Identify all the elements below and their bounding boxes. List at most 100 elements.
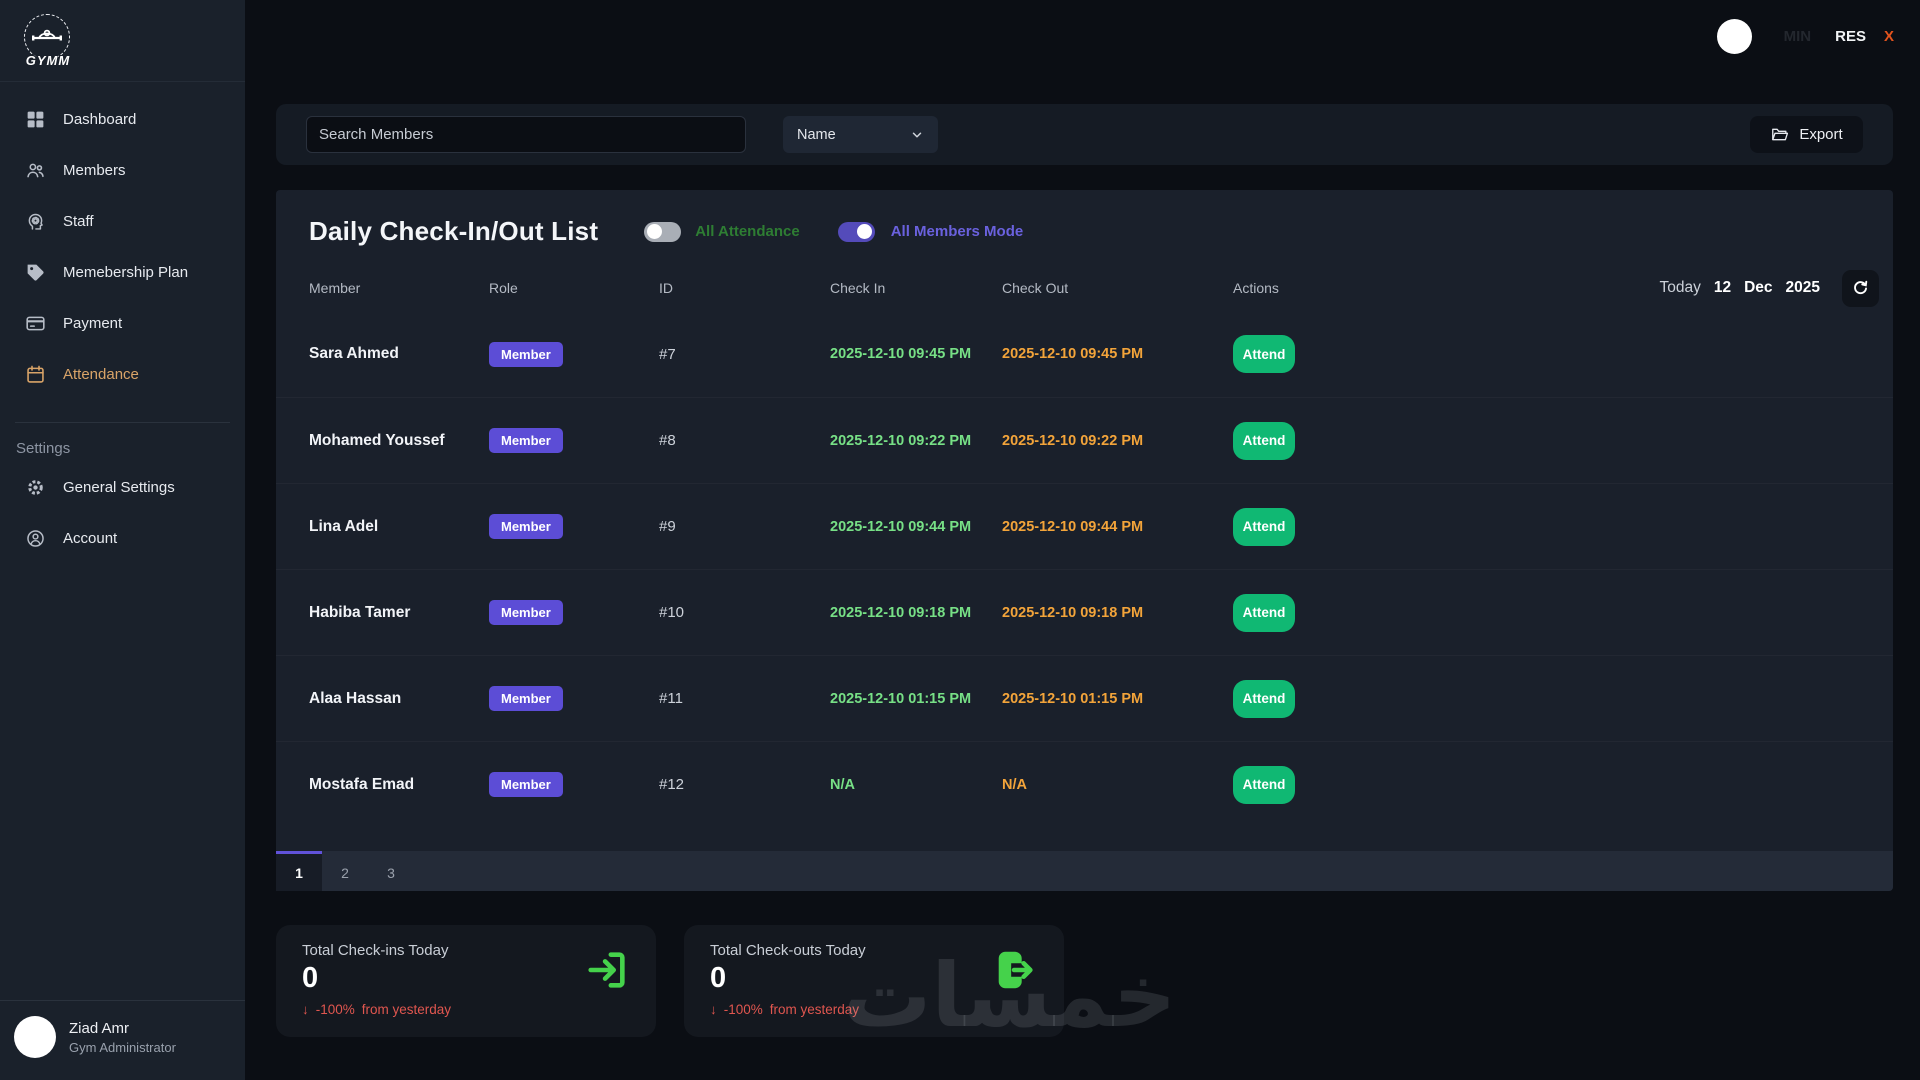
stat-cards: Total Check-ins Today 0 ↓ -100% from yes… xyxy=(276,925,1064,1037)
attendance-panel: Daily Check-In/Out List All Attendance A… xyxy=(276,190,1893,891)
search-input[interactable] xyxy=(306,116,746,153)
sidebar-item-membership-plan[interactable]: Memebership Plan xyxy=(10,250,235,294)
pagination-page-1[interactable]: 1 xyxy=(276,851,322,891)
check-in-time: 2025-12-10 09:45 PM xyxy=(830,346,972,362)
check-in-time: 2025-12-10 09:18 PM xyxy=(830,604,972,621)
attend-button[interactable]: Attend xyxy=(1233,421,1295,460)
role-badge: Member xyxy=(489,772,563,797)
arrow-down-icon: ↓ xyxy=(302,1002,309,1017)
role-badge: Member xyxy=(489,428,563,453)
refresh-icon xyxy=(1854,280,1868,294)
header-right-group: Today 12 Dec 2025 xyxy=(1659,269,1879,307)
member-id: #8 xyxy=(659,432,676,449)
stat-title: Total Check-outs Today xyxy=(710,942,866,959)
account-icon xyxy=(27,529,44,547)
table-header-row: Member Role ID Check In Check Out Action… xyxy=(276,265,1893,311)
stat-delta: ↓ -100% from yesterday xyxy=(302,1002,630,1017)
role-badge: Member xyxy=(489,686,563,711)
toggle-knob xyxy=(647,224,663,239)
member-name: Mostafa Emad xyxy=(309,775,415,793)
watermark: خمسات xyxy=(843,946,1177,1045)
topbar-avatar[interactable] xyxy=(1716,19,1752,54)
sidebar-item-label: Attendance xyxy=(63,365,139,383)
stat-delta: ↓ -100% from yesterday xyxy=(710,1002,1038,1017)
member-name: Habiba Tamer xyxy=(309,603,411,621)
tag-icon xyxy=(27,264,44,281)
column-header-role: Role xyxy=(489,280,518,296)
toggle-knob xyxy=(856,224,872,239)
attend-button[interactable]: Attend xyxy=(1233,335,1295,373)
table-row: Habiba Tamer Member #10 2025-12-10 09:18… xyxy=(276,569,1893,655)
sidebar-item-account[interactable]: Account xyxy=(10,516,235,560)
minimize-button[interactable]: MIN xyxy=(1783,28,1812,45)
check-out-time: N/A xyxy=(1002,776,1027,793)
actions-cell: Attend xyxy=(1233,421,1879,460)
stat-delta-value: -100% xyxy=(315,1002,355,1017)
role-badge: Member xyxy=(489,341,563,367)
sidebar-item-general-settings[interactable]: General Settings xyxy=(10,465,235,509)
pagination-page-3[interactable]: 3 xyxy=(368,851,414,891)
date-today-label: Today xyxy=(1659,279,1701,296)
all-members-mode-toggle[interactable] xyxy=(837,221,875,242)
stat-delta-value: -100% xyxy=(723,1002,763,1017)
sidebar-item-dashboard[interactable]: Dashboard xyxy=(10,97,235,141)
stat-delta-note: from yesterday xyxy=(361,1002,452,1017)
calendar-icon xyxy=(27,365,44,383)
refresh-button[interactable] xyxy=(1842,269,1879,307)
sidebar-item-staff[interactable]: Staff xyxy=(10,199,235,243)
sidebar-divider xyxy=(15,422,230,423)
member-id: #10 xyxy=(659,604,685,621)
chevron-down-icon xyxy=(912,131,922,138)
filter-select[interactable]: Name xyxy=(783,116,938,153)
member-name: Lina Adel xyxy=(309,517,379,535)
stat-value: 0 xyxy=(710,962,727,994)
attend-button[interactable]: Attend xyxy=(1233,765,1295,804)
credit-card-icon xyxy=(26,316,45,330)
table-body: Sara Ahmed Member #7 2025-12-10 09:45 PM… xyxy=(276,311,1893,851)
attend-button[interactable]: Attend xyxy=(1233,593,1295,632)
role-cell: Member xyxy=(489,686,659,711)
sidebar-item-label: Members xyxy=(63,161,126,179)
avatar xyxy=(14,1016,56,1058)
check-in-time: 2025-12-10 01:15 PM xyxy=(830,690,972,707)
export-button[interactable]: Export xyxy=(1750,116,1863,153)
checkins-stat-card: Total Check-ins Today 0 ↓ -100% from yes… xyxy=(276,925,656,1037)
role-cell: Member xyxy=(489,428,659,453)
attend-button[interactable]: Attend xyxy=(1233,679,1295,718)
all-attendance-toggle[interactable] xyxy=(644,221,682,242)
sidebar-item-members[interactable]: Members xyxy=(10,148,235,192)
profile-name: Ziad Amr xyxy=(69,1019,130,1037)
close-button[interactable]: X xyxy=(1883,28,1894,45)
check-in-time: 2025-12-10 09:22 PM xyxy=(830,432,972,449)
sidebar-item-label: Dashboard xyxy=(63,110,137,128)
gymm-logo[interactable]: GYMM xyxy=(20,12,76,70)
check-in-time: N/A xyxy=(830,776,855,793)
sidebar-item-attendance[interactable]: Attendance xyxy=(10,352,235,396)
all-attendance-label: All Attendance xyxy=(695,223,800,240)
member-id: #7 xyxy=(659,345,676,363)
user-profile[interactable]: Ziad Amr Gym Administrator xyxy=(0,1000,245,1080)
search-toolbar: Name Export xyxy=(276,104,1893,165)
attend-button[interactable]: Attend xyxy=(1233,507,1295,546)
folder-icon xyxy=(1772,128,1789,141)
member-name: Sara Ahmed xyxy=(309,345,399,362)
actions-cell: Attend xyxy=(1233,765,1879,804)
sidebar: GYMM Dashboard Members xyxy=(0,0,245,1080)
column-header-id: ID xyxy=(659,280,673,296)
member-id: #12 xyxy=(659,776,685,793)
actions-cell: Attend xyxy=(1233,507,1879,546)
column-header-checkin: Check In xyxy=(830,280,886,296)
date-month: Dec xyxy=(1744,279,1773,296)
check-in-time: 2025-12-10 09:44 PM xyxy=(830,518,972,535)
date-year: 2025 xyxy=(1785,279,1820,296)
member-id: #9 xyxy=(659,518,676,535)
restore-button[interactable]: RES xyxy=(1835,28,1866,45)
role-cell: Member xyxy=(489,341,659,367)
column-header-checkout: Check Out xyxy=(1002,280,1069,296)
pagination-page-2[interactable]: 2 xyxy=(322,851,368,891)
panel-header: Daily Check-In/Out List All Attendance A… xyxy=(276,190,1893,265)
page-title: Daily Check-In/Out List xyxy=(309,216,599,246)
sidebar-item-payment[interactable]: Payment xyxy=(10,301,235,345)
settings-section-header: Settings xyxy=(16,440,71,457)
main-area: MIN RES X Name Export Daily Check-In/Out… xyxy=(245,0,1920,1080)
